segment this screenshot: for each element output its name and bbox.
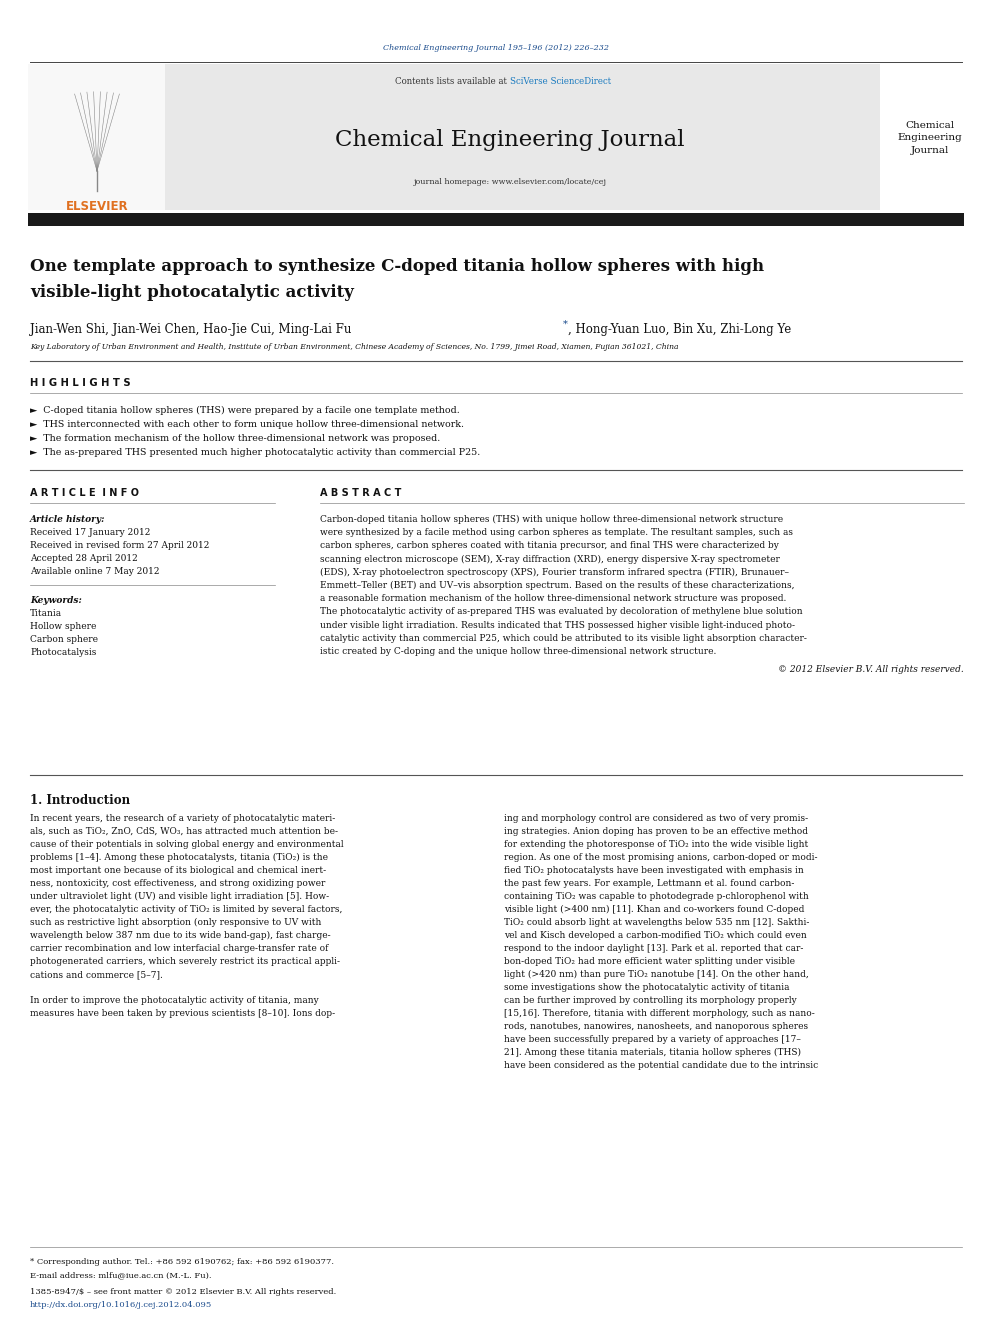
Text: Accepted 28 April 2012: Accepted 28 April 2012 — [30, 554, 138, 564]
Text: Contents lists available at: Contents lists available at — [396, 78, 510, 86]
Text: E-mail address: mlfu@iue.ac.cn (M.-L. Fu).: E-mail address: mlfu@iue.ac.cn (M.-L. Fu… — [30, 1271, 211, 1279]
Text: some investigations show the photocatalytic activity of titania: some investigations show the photocataly… — [504, 983, 790, 992]
Text: can be further improved by controlling its morphology properly: can be further improved by controlling i… — [504, 996, 797, 1005]
Text: istic created by C-doping and the unique hollow three-dimensional network struct: istic created by C-doping and the unique… — [320, 647, 716, 656]
Text: containing TiO₂ was capable to photodegrade p-chlorophenol with: containing TiO₂ was capable to photodegr… — [504, 892, 808, 901]
Text: visible-light photocatalytic activity: visible-light photocatalytic activity — [30, 284, 354, 302]
Text: have been considered as the potential candidate due to the intrinsic: have been considered as the potential ca… — [504, 1061, 818, 1070]
Text: Photocatalysis: Photocatalysis — [30, 648, 96, 658]
Text: http://dx.doi.org/10.1016/j.cej.2012.04.095: http://dx.doi.org/10.1016/j.cej.2012.04.… — [30, 1301, 212, 1308]
Text: In order to improve the photocatalytic activity of titania, many: In order to improve the photocatalytic a… — [30, 996, 318, 1005]
Text: photogenerated carriers, which severely restrict its practical appli-: photogenerated carriers, which severely … — [30, 957, 340, 966]
Text: Emmett–Teller (BET) and UV–vis absorption spectrum. Based on the results of thes: Emmett–Teller (BET) and UV–vis absorptio… — [320, 581, 795, 590]
Text: bon-doped TiO₂ had more efficient water splitting under visible: bon-doped TiO₂ had more efficient water … — [504, 957, 795, 966]
Text: Key Laboratory of Urban Environment and Health, Institute of Urban Environment, : Key Laboratory of Urban Environment and … — [30, 343, 679, 351]
Text: H I G H L I G H T S: H I G H L I G H T S — [30, 378, 131, 388]
Text: catalytic activity than commercial P25, which could be attributed to its visible: catalytic activity than commercial P25, … — [320, 634, 806, 643]
Text: scanning electron microscope (SEM), X-ray diffraction (XRD), energy dispersive X: scanning electron microscope (SEM), X-ra… — [320, 554, 780, 564]
Text: respond to the indoor daylight [13]. Park et al. reported that car-: respond to the indoor daylight [13]. Par… — [504, 945, 804, 953]
Text: were synthesized by a facile method using carbon spheres as template. The result: were synthesized by a facile method usin… — [320, 528, 793, 537]
Text: measures have been taken by previous scientists [8–10]. Ions dop-: measures have been taken by previous sci… — [30, 1009, 335, 1017]
Text: Chemical Engineering Journal: Chemical Engineering Journal — [335, 130, 684, 151]
Text: light (>420 nm) than pure TiO₂ nanotube [14]. On the other hand,: light (>420 nm) than pure TiO₂ nanotube … — [504, 970, 808, 979]
Bar — [28, 213, 964, 226]
Text: Titania: Titania — [30, 609, 62, 618]
Text: ever, the photocatalytic activity of TiO₂ is limited by several factors,: ever, the photocatalytic activity of TiO… — [30, 905, 342, 914]
Text: visible light (>400 nm) [11]. Khan and co-workers found C-doped: visible light (>400 nm) [11]. Khan and c… — [504, 905, 805, 914]
Text: a reasonable formation mechanism of the hollow three-dimensional network structu: a reasonable formation mechanism of the … — [320, 594, 787, 603]
Text: One template approach to synthesize C-doped titania hollow spheres with high: One template approach to synthesize C-do… — [30, 258, 764, 275]
Text: A B S T R A C T: A B S T R A C T — [320, 488, 402, 497]
Text: problems [1–4]. Among these photocatalysts, titania (TiO₂) is the: problems [1–4]. Among these photocatalys… — [30, 853, 328, 863]
Text: most important one because of its biological and chemical inert-: most important one because of its biolog… — [30, 867, 326, 875]
Text: journal homepage: www.elsevier.com/locate/cej: journal homepage: www.elsevier.com/locat… — [414, 179, 606, 187]
Text: The photocatalytic activity of as-prepared THS was evaluated by decoloration of : The photocatalytic activity of as-prepar… — [320, 607, 803, 617]
Text: for extending the photoresponse of TiO₂ into the wide visible light: for extending the photoresponse of TiO₂ … — [504, 840, 808, 849]
Text: have been successfully prepared by a variety of approaches [17–: have been successfully prepared by a var… — [504, 1035, 801, 1044]
Text: cations and commerce [5–7].: cations and commerce [5–7]. — [30, 970, 163, 979]
Text: 1385-8947/$ – see front matter © 2012 Elsevier B.V. All rights reserved.: 1385-8947/$ – see front matter © 2012 El… — [30, 1289, 336, 1297]
Text: Received in revised form 27 April 2012: Received in revised form 27 April 2012 — [30, 541, 209, 550]
Text: , Hong-Yuan Luo, Bin Xu, Zhi-Long Ye: , Hong-Yuan Luo, Bin Xu, Zhi-Long Ye — [567, 323, 791, 336]
Text: ing strategies. Anion doping has proven to be an effective method: ing strategies. Anion doping has proven … — [504, 827, 808, 836]
Text: region. As one of the most promising anions, carbon-doped or modi-: region. As one of the most promising ani… — [504, 853, 817, 863]
Bar — [28, 64, 165, 210]
Text: Carbon-doped titania hollow spheres (THS) with unique hollow three-dimensional n: Carbon-doped titania hollow spheres (THS… — [320, 515, 783, 524]
Text: SciVerse ScienceDirect: SciVerse ScienceDirect — [510, 78, 611, 86]
Text: Jian-Wen Shi, Jian-Wei Chen, Hao-Jie Cui, Ming-Lai Fu: Jian-Wen Shi, Jian-Wei Chen, Hao-Jie Cui… — [30, 323, 351, 336]
Text: ness, nontoxicity, cost effectiveness, and strong oxidizing power: ness, nontoxicity, cost effectiveness, a… — [30, 878, 325, 888]
Text: Chemical Engineering Journal 195–196 (2012) 226–232: Chemical Engineering Journal 195–196 (20… — [383, 44, 609, 52]
Bar — [28, 64, 880, 210]
Text: 21]. Among these titania materials, titania hollow spheres (THS): 21]. Among these titania materials, tita… — [504, 1048, 801, 1057]
Text: Chemical
Engineering
Journal: Chemical Engineering Journal — [898, 120, 962, 155]
Text: Carbon sphere: Carbon sphere — [30, 635, 98, 644]
Text: carbon spheres, carbon spheres coated with titania precursor, and final THS were: carbon spheres, carbon spheres coated wi… — [320, 541, 779, 550]
Text: such as restrictive light absorption (only responsive to UV with: such as restrictive light absorption (on… — [30, 918, 321, 927]
Text: A R T I C L E  I N F O: A R T I C L E I N F O — [30, 488, 139, 497]
Text: * Corresponding author. Tel.: +86 592 6190762; fax: +86 592 6190377.: * Corresponding author. Tel.: +86 592 61… — [30, 1258, 334, 1266]
Text: ELSEVIER: ELSEVIER — [65, 200, 128, 213]
Text: rods, nanotubes, nanowires, nanosheets, and nanoporous spheres: rods, nanotubes, nanowires, nanosheets, … — [504, 1021, 808, 1031]
Text: 1. Introduction: 1. Introduction — [30, 794, 130, 807]
Text: © 2012 Elsevier B.V. All rights reserved.: © 2012 Elsevier B.V. All rights reserved… — [779, 665, 964, 675]
Text: *: * — [562, 320, 567, 329]
Text: als, such as TiO₂, ZnO, CdS, WO₃, has attracted much attention be-: als, such as TiO₂, ZnO, CdS, WO₃, has at… — [30, 827, 338, 836]
Text: cause of their potentials in solving global energy and environmental: cause of their potentials in solving glo… — [30, 840, 343, 849]
Text: ►  C-doped titania hollow spheres (THS) were prepared by a facile one template m: ► C-doped titania hollow spheres (THS) w… — [30, 406, 459, 415]
Text: carrier recombination and low interfacial charge-transfer rate of: carrier recombination and low interfacia… — [30, 945, 328, 953]
Text: Available online 7 May 2012: Available online 7 May 2012 — [30, 568, 160, 576]
Text: ►  The as-prepared THS presented much higher photocatalytic activity than commer: ► The as-prepared THS presented much hig… — [30, 448, 480, 456]
Text: Keywords:: Keywords: — [30, 595, 82, 605]
Text: fied TiO₂ photocatalysts have been investigated with emphasis in: fied TiO₂ photocatalysts have been inves… — [504, 867, 804, 875]
Text: Hollow sphere: Hollow sphere — [30, 622, 96, 631]
Text: TiO₂ could absorb light at wavelengths below 535 nm [12]. Sakthi-: TiO₂ could absorb light at wavelengths b… — [504, 918, 809, 927]
Text: In recent years, the research of a variety of photocatalytic materi-: In recent years, the research of a varie… — [30, 814, 335, 823]
Text: under ultraviolet light (UV) and visible light irradiation [5]. How-: under ultraviolet light (UV) and visible… — [30, 892, 329, 901]
Text: Article history:: Article history: — [30, 515, 105, 524]
Text: ►  The formation mechanism of the hollow three-dimensional network was proposed.: ► The formation mechanism of the hollow … — [30, 434, 440, 443]
Text: ing and morphology control are considered as two of very promis-: ing and morphology control are considere… — [504, 814, 808, 823]
Text: Received 17 January 2012: Received 17 January 2012 — [30, 528, 151, 537]
Text: wavelength below 387 nm due to its wide band-gap), fast charge-: wavelength below 387 nm due to its wide … — [30, 931, 330, 941]
Text: (EDS), X-ray photoelectron spectroscopy (XPS), Fourier transform infrared spectr: (EDS), X-ray photoelectron spectroscopy … — [320, 568, 789, 577]
Text: ►  THS interconnected with each other to form unique hollow three-dimensional ne: ► THS interconnected with each other to … — [30, 419, 464, 429]
Text: vel and Kisch developed a carbon-modified TiO₂ which could even: vel and Kisch developed a carbon-modifie… — [504, 931, 806, 941]
Text: [15,16]. Therefore, titania with different morphology, such as nano-: [15,16]. Therefore, titania with differe… — [504, 1009, 814, 1017]
Text: the past few years. For example, Lettmann et al. found carbon-: the past few years. For example, Lettman… — [504, 878, 795, 888]
Text: under visible light irradiation. Results indicated that THS possessed higher vis: under visible light irradiation. Results… — [320, 620, 795, 630]
